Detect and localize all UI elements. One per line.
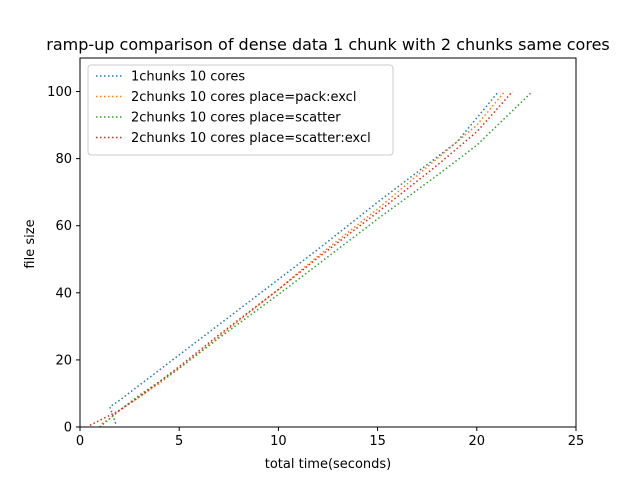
x-tick-label: 5	[175, 434, 183, 449]
y-axis-label: file size	[23, 219, 38, 268]
y-tick-label: 60	[55, 219, 72, 234]
y-tick-label: 100	[47, 85, 72, 100]
y-tick-label: 40	[55, 286, 72, 301]
y-tick-label: 80	[55, 152, 72, 167]
chart-title: ramp-up comparison of dense data 1 chunk…	[46, 35, 610, 54]
series-line-4	[89, 91, 514, 426]
series-line-3	[99, 90, 533, 428]
plot-area: 0 5 10 15 20 25 0 20 40 60 80 100	[47, 57, 585, 449]
x-axis-label: total time(seconds)	[265, 457, 392, 472]
legend: 1chunks 10 cores 2chunks 10 cores place=p…	[87, 64, 394, 156]
y-tick-label: 0	[64, 421, 72, 436]
legend-label: 2chunks 10 cores place=scatter:excl	[131, 131, 371, 146]
legend-label: 2chunks 10 cores place=scatter	[131, 111, 341, 126]
legend-label: 2chunks 10 cores place=pack:excl	[131, 90, 356, 105]
legend-box	[87, 64, 394, 156]
x-tick-label: 15	[369, 434, 386, 449]
x-tick-label: 0	[76, 434, 84, 449]
axes-frame	[79, 57, 577, 428]
x-tick-label: 10	[270, 434, 287, 449]
series-line-1	[108, 91, 500, 424]
x-tick-label: 20	[469, 434, 486, 449]
legend-label: 1chunks 10 cores	[131, 70, 245, 85]
x-tick-label: 25	[568, 434, 585, 449]
y-tick-label: 20	[55, 353, 72, 368]
